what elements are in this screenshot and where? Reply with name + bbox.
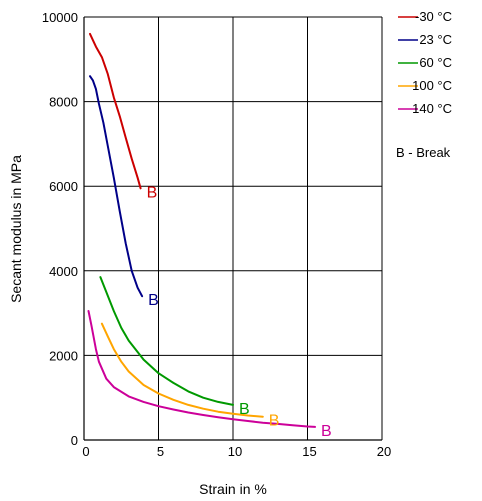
y-axis-title: Secant modulus in MPa (8, 155, 24, 303)
series-line-30-c (89, 32, 142, 190)
break-marker-100-c: B (269, 413, 280, 430)
series-line-23-c (89, 75, 144, 298)
series-layer (87, 32, 316, 428)
x-tick-label: 10 (228, 444, 242, 459)
legend-label: 100 °C (412, 78, 452, 93)
grid-layer (83, 16, 383, 441)
axes-layer: 0 5 10 15 20 0 2000 4000 6000 8000 10000 (42, 10, 391, 459)
legend-label: 140 °C (412, 101, 452, 116)
series-line-100-c (100, 322, 264, 418)
legend-label: -30 °C (415, 9, 452, 24)
break-marker-23-c: B (148, 292, 159, 309)
break-marker-30-c: B (147, 184, 158, 201)
legend-label: 60 °C (419, 55, 452, 70)
series-line-60-c (99, 276, 234, 406)
series-line-140-c (87, 310, 316, 428)
y-tick-label: 8000 (49, 95, 78, 110)
break-note: B - Break (396, 145, 451, 160)
y-tick-label: 10000 (42, 10, 78, 25)
break-marker-60-c: B (239, 401, 250, 418)
labels-layer: B B B B B (147, 184, 332, 440)
x-axis-title: Strain in % (199, 481, 267, 497)
y-tick-label: 4000 (49, 264, 78, 279)
y-tick-label: 0 (71, 433, 78, 448)
x-tick-label: 15 (302, 444, 316, 459)
y-tick-label: 2000 (49, 348, 78, 363)
y-tick-label: 6000 (49, 179, 78, 194)
x-tick-label: 20 (377, 444, 391, 459)
x-tick-label: 5 (157, 444, 164, 459)
legend: -30 °C 23 °C 60 °C 100 °C 140 °C (398, 9, 452, 116)
legend-label: 23 °C (419, 32, 452, 47)
break-marker-140-c: B (321, 423, 332, 440)
x-tick-label: 0 (82, 444, 89, 459)
